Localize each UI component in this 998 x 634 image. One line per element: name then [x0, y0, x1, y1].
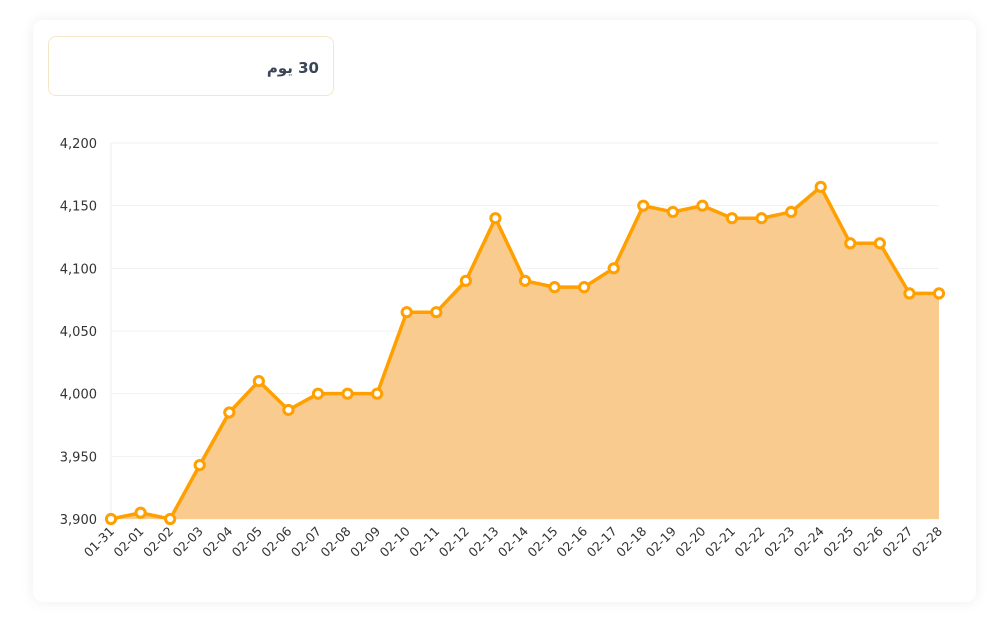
y-tick-label-4: 4,100: [60, 262, 97, 277]
data-point-17[interactable]: [607, 262, 620, 275]
data-point-24[interactable]: [814, 180, 827, 193]
x-tick-label-15: 02-15: [524, 524, 560, 560]
x-tick-label-17: 02-17: [584, 524, 620, 560]
data-point-19[interactable]: [666, 205, 679, 219]
data-point-6[interactable]: [282, 403, 295, 417]
data-point-3[interactable]: [193, 459, 206, 472]
data-point-27[interactable]: [903, 287, 916, 300]
x-tick-label-5: 02-05: [229, 524, 265, 560]
x-tick-label-1: 02-01: [110, 524, 146, 560]
data-point-0[interactable]: [104, 512, 118, 526]
x-tick-label-28: 02-28: [909, 523, 945, 559]
x-tick-label-4: 02-04: [199, 523, 235, 559]
data-point-14[interactable]: [518, 274, 532, 287]
x-tick-label-13: 02-13: [465, 524, 501, 560]
data-point-23[interactable]: [785, 205, 798, 219]
data-point-1[interactable]: [134, 506, 147, 519]
y-tick-label-5: 4,150: [60, 200, 97, 215]
x-tick-label-14: 02-14: [495, 523, 531, 559]
data-point-7[interactable]: [311, 387, 325, 400]
x-tick-label-24: 02-24: [791, 523, 827, 559]
range-selector[interactable]: 30 يوم: [48, 36, 334, 96]
data-point-26[interactable]: [873, 237, 886, 250]
y-tick-label-6: 4,200: [60, 137, 97, 152]
data-point-8[interactable]: [341, 387, 354, 400]
x-tick-label-25: 02-25: [820, 524, 856, 560]
x-tick-label-2: 02-02: [140, 524, 176, 560]
data-point-2[interactable]: [164, 512, 177, 526]
area-fill: [111, 186, 939, 519]
x-tick-label-23: 02-23: [761, 524, 797, 560]
data-point-4[interactable]: [223, 406, 236, 419]
x-tick-label-16: 02-16: [554, 523, 590, 559]
x-tick-label-19: 02-19: [643, 523, 679, 559]
data-point-9[interactable]: [371, 387, 384, 400]
range-label: 30 يوم: [266, 59, 319, 77]
x-tick-label-9: 02-09: [347, 523, 383, 559]
y-tick-label-1: 3,950: [60, 450, 97, 465]
data-point-22[interactable]: [755, 212, 768, 225]
x-tick-label-10: 02-10: [377, 523, 413, 559]
x-tick-label-3: 02-03: [170, 524, 206, 560]
x-tick-label-7: 02-07: [288, 524, 324, 560]
y-axis: 3,900 3,950 4,000 4,050 4,100 4,150 4,200: [60, 137, 97, 528]
data-point-16[interactable]: [578, 281, 591, 294]
y-tick-label-3: 4,050: [60, 325, 97, 340]
x-tick-label-8: 02-08: [317, 523, 353, 559]
data-point-25[interactable]: [844, 237, 857, 250]
y-tick-label-2: 4,000: [60, 388, 97, 403]
x-tick-label-21: 02-21: [702, 524, 738, 560]
data-point-12[interactable]: [459, 274, 472, 287]
data-point-11[interactable]: [430, 306, 443, 319]
data-point-28[interactable]: [932, 287, 946, 300]
x-tick-label-11: 02-11: [406, 524, 442, 560]
data-point-21[interactable]: [725, 212, 739, 225]
x-tick-label-20: 02-20: [672, 523, 708, 559]
y-tick-label-0: 3,900: [60, 513, 97, 528]
x-axis: 01-3102-0102-0202-0302-0402-0502-0602-07…: [81, 523, 945, 559]
x-tick-label-6: 02-06: [258, 523, 294, 559]
data-point-20[interactable]: [696, 199, 709, 212]
x-tick-label-0: 01-31: [81, 524, 117, 560]
x-tick-label-27: 02-27: [879, 524, 915, 560]
x-tick-label-12: 02-12: [436, 524, 472, 560]
data-point-10[interactable]: [400, 306, 413, 319]
data-point-18[interactable]: [637, 199, 650, 212]
data-point-13[interactable]: [489, 212, 502, 225]
data-points: [104, 180, 946, 526]
data-point-5[interactable]: [252, 375, 265, 388]
x-tick-label-18: 02-18: [613, 523, 649, 559]
x-tick-label-22: 02-22: [731, 524, 767, 560]
x-tick-label-26: 02-26: [850, 523, 886, 559]
data-point-15[interactable]: [548, 281, 561, 294]
